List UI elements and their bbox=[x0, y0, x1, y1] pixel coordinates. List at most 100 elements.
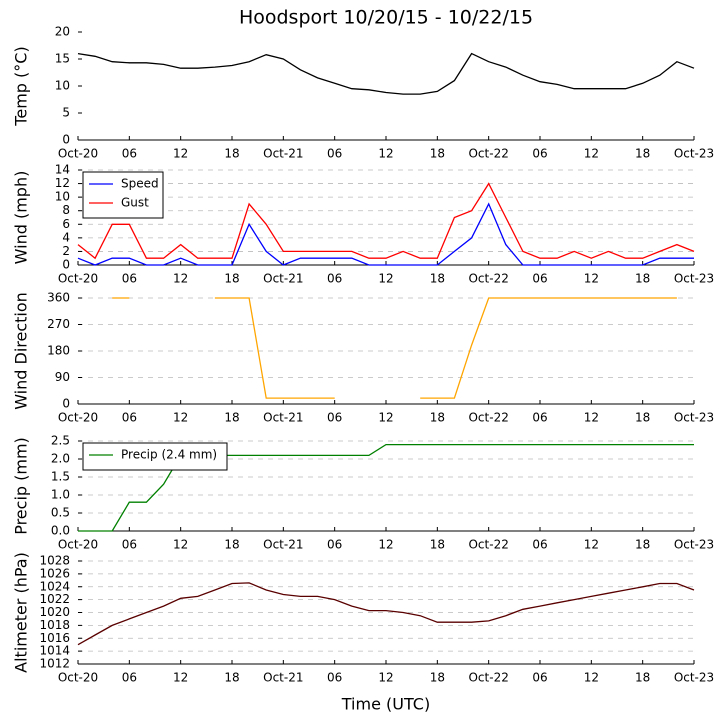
y-tick-label: 12 bbox=[55, 176, 70, 190]
y-tick-label: 1.5 bbox=[51, 470, 70, 484]
y-tick-label: 1018 bbox=[39, 618, 70, 632]
y-tick-label: 90 bbox=[55, 370, 70, 384]
x-tick-label: 06 bbox=[122, 671, 137, 685]
x-tick-label: 12 bbox=[584, 147, 599, 161]
x-tick-label: 06 bbox=[532, 272, 547, 286]
x-tick-label: 12 bbox=[584, 272, 599, 286]
y-tick-label: 10 bbox=[55, 190, 70, 204]
y-tick-label: 1020 bbox=[39, 605, 70, 619]
y-tick-label: 1028 bbox=[39, 554, 70, 568]
x-tick-label: 18 bbox=[430, 411, 445, 425]
x-tick-label: Oct-21 bbox=[263, 538, 303, 552]
y-axis-label: Precip (mm) bbox=[12, 437, 31, 535]
x-tick-label: Oct-21 bbox=[263, 272, 303, 286]
x-tick-label: 12 bbox=[173, 147, 188, 161]
x-tick-label: Oct-22 bbox=[468, 147, 508, 161]
x-tick-label: 18 bbox=[224, 538, 239, 552]
y-tick-label: 8 bbox=[62, 203, 70, 217]
y-tick-label: 360 bbox=[47, 291, 70, 305]
y-axis-label: Wind Direction bbox=[12, 292, 31, 410]
y-tick-label: 1.0 bbox=[51, 488, 70, 502]
y-tick-label: 1024 bbox=[39, 579, 70, 593]
x-tick-label: Oct-23 bbox=[674, 147, 714, 161]
x-tick-label: Oct-22 bbox=[468, 272, 508, 286]
x-tick-label: 06 bbox=[122, 538, 137, 552]
x-tick-label: Oct-20 bbox=[58, 147, 98, 161]
x-tick-label: Oct-21 bbox=[263, 411, 303, 425]
y-tick-label: 1012 bbox=[39, 657, 70, 671]
x-tick-label: 12 bbox=[584, 411, 599, 425]
y-tick-label: 10 bbox=[55, 79, 70, 93]
x-tick-label: 06 bbox=[327, 272, 342, 286]
data-line bbox=[77, 52, 695, 95]
x-tick-label: Oct-22 bbox=[468, 411, 508, 425]
x-tick-label: 12 bbox=[584, 538, 599, 552]
x-tick-label: 12 bbox=[173, 272, 188, 286]
x-tick-label: 06 bbox=[122, 272, 137, 286]
x-tick-label: 18 bbox=[430, 671, 445, 685]
x-axis-label: Time (UTC) bbox=[341, 695, 430, 714]
data-line bbox=[77, 182, 695, 260]
legend-label: Speed bbox=[121, 177, 159, 191]
y-tick-label: 6 bbox=[62, 217, 70, 231]
y-tick-label: 1014 bbox=[39, 644, 70, 658]
y-tick-label: 20 bbox=[55, 25, 70, 39]
x-tick-label: 12 bbox=[173, 671, 188, 685]
y-tick-label: 180 bbox=[47, 344, 70, 358]
x-tick-label: 18 bbox=[430, 147, 445, 161]
x-tick-label: 06 bbox=[122, 411, 137, 425]
y-tick-label: 0 bbox=[62, 258, 70, 272]
y-tick-label: 2.0 bbox=[51, 452, 70, 466]
x-tick-label: Oct-23 bbox=[674, 411, 714, 425]
y-tick-label: 270 bbox=[47, 317, 70, 331]
x-tick-label: Oct-21 bbox=[263, 671, 303, 685]
x-tick-label: 06 bbox=[122, 147, 137, 161]
y-axis-label: Altimeter (hPa) bbox=[12, 552, 31, 673]
y-tick-label: 5 bbox=[62, 106, 70, 120]
x-tick-label: Oct-20 bbox=[58, 272, 98, 286]
y-tick-label: 0 bbox=[62, 133, 70, 147]
y-tick-label: 0.0 bbox=[51, 524, 70, 538]
x-tick-label: 18 bbox=[224, 147, 239, 161]
legend-box bbox=[82, 171, 164, 219]
x-tick-label: 12 bbox=[173, 538, 188, 552]
chart-title: Hoodsport 10/20/15 - 10/22/15 bbox=[239, 7, 533, 29]
x-tick-label: 18 bbox=[635, 272, 650, 286]
x-tick-label: 06 bbox=[532, 538, 547, 552]
y-tick-label: 15 bbox=[55, 52, 70, 66]
x-tick-label: Oct-20 bbox=[58, 671, 98, 685]
x-tick-label: Oct-21 bbox=[263, 147, 303, 161]
legend-label: Precip (2.4 mm) bbox=[121, 448, 217, 462]
x-tick-label: 18 bbox=[224, 671, 239, 685]
data-line bbox=[77, 582, 695, 646]
y-tick-label: 2.5 bbox=[51, 434, 70, 448]
x-tick-label: 06 bbox=[327, 411, 342, 425]
x-tick-label: 06 bbox=[532, 147, 547, 161]
y-tick-label: 1026 bbox=[39, 566, 70, 580]
y-tick-label: 0.5 bbox=[51, 506, 70, 520]
x-tick-label: Oct-22 bbox=[468, 538, 508, 552]
x-tick-label: 12 bbox=[378, 411, 393, 425]
x-tick-label: 12 bbox=[378, 147, 393, 161]
x-tick-label: 18 bbox=[635, 671, 650, 685]
x-tick-label: 18 bbox=[635, 538, 650, 552]
x-tick-label: Oct-20 bbox=[58, 411, 98, 425]
x-tick-label: Oct-23 bbox=[674, 538, 714, 552]
x-tick-label: 06 bbox=[327, 538, 342, 552]
x-tick-label: 18 bbox=[430, 272, 445, 286]
x-tick-label: 06 bbox=[532, 411, 547, 425]
y-tick-label: 1022 bbox=[39, 592, 70, 606]
x-tick-label: 18 bbox=[430, 538, 445, 552]
y-tick-label: 2 bbox=[62, 244, 70, 258]
x-tick-label: Oct-23 bbox=[674, 272, 714, 286]
x-tick-label: 18 bbox=[224, 411, 239, 425]
x-tick-label: 18 bbox=[635, 147, 650, 161]
x-tick-label: 12 bbox=[173, 411, 188, 425]
x-tick-label: 18 bbox=[635, 411, 650, 425]
y-tick-label: 14 bbox=[55, 163, 70, 177]
x-tick-label: Oct-20 bbox=[58, 538, 98, 552]
x-tick-label: 06 bbox=[327, 671, 342, 685]
x-tick-label: 06 bbox=[327, 147, 342, 161]
x-tick-label: Oct-22 bbox=[468, 671, 508, 685]
